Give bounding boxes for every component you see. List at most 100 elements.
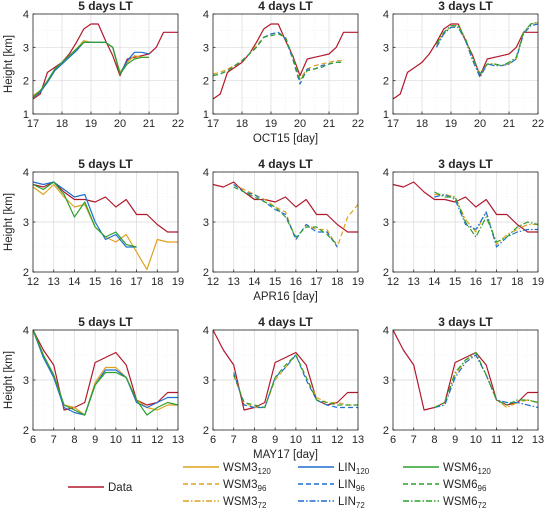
x-tick-label: 20 <box>114 118 126 130</box>
y-tick-label: 3 <box>203 217 209 229</box>
x-tick-label: 14 <box>248 276 260 288</box>
x-tick-label: 22 <box>532 118 544 130</box>
x-tick-label: 19 <box>352 276 364 288</box>
x-tick-label: 13 <box>352 434 364 446</box>
subplot-5: 12 13 14 15 16 17 18 19 2 3 4 4 days LT <box>203 157 364 288</box>
x-tick-label: 20 <box>294 118 306 130</box>
legend-item-wsm3-96: WSM396 <box>183 479 267 493</box>
row-x-axis-label: MAY17 [day] <box>253 449 318 461</box>
series-lin-96 <box>233 184 338 248</box>
series-wsm6-96 <box>212 33 344 82</box>
subplot-6: 12 13 14 15 16 17 18 19 2 3 4 3 days LT <box>383 157 544 288</box>
series-wsm6-120 <box>32 329 179 416</box>
subplot-title: 3 days LT <box>438 157 493 171</box>
subplot-3: 17 18 19 20 21 22 1 2 3 4 3 days LT <box>383 0 544 130</box>
axes-frame <box>32 13 179 115</box>
series-wsm3-96 <box>212 31 344 80</box>
y-tick-label: 3 <box>23 375 29 387</box>
x-tick-label: 15 <box>449 276 461 288</box>
y-tick-label: 4 <box>203 167 209 179</box>
series-wsm6-120 <box>32 41 149 98</box>
x-tick-label: 17 <box>490 276 502 288</box>
series-data <box>212 329 358 411</box>
row-x-axis-label: OCT15 [day] <box>253 133 318 145</box>
x-tick-label: 21 <box>143 118 155 130</box>
x-tick-label: 8 <box>251 434 257 446</box>
x-tick-label: 14 <box>428 276 440 288</box>
y-tick-label: 3 <box>383 42 389 54</box>
legend-item-wsm6-120: WSM6120 <box>403 462 491 476</box>
x-tick-label: 7 <box>411 434 417 446</box>
y-tick-label: 2 <box>383 425 389 437</box>
subplot-title: 5 days LT <box>78 0 133 13</box>
legend-label: WSM372 <box>223 496 267 510</box>
x-tick-label: 17 <box>207 118 219 130</box>
x-tick-label: 13 <box>408 276 420 288</box>
subplot-2: 17 18 19 20 21 22 1 2 3 4 4 days LT <box>203 0 364 130</box>
y-tick-label: 3 <box>203 42 209 54</box>
x-tick-label: 6 <box>390 434 396 446</box>
legend-item-lin-72: LIN72 <box>298 496 365 510</box>
subplot-title: 4 days LT <box>258 315 313 329</box>
series-data <box>212 181 358 233</box>
series-data <box>392 329 538 411</box>
x-tick-label: 7 <box>51 434 57 446</box>
x-tick-label: 11 <box>311 434 322 446</box>
legend-label: WSM672 <box>443 496 487 510</box>
x-tick-label: 12 <box>387 276 399 288</box>
x-tick-label: 22 <box>172 118 184 130</box>
x-tick-label: 19 <box>445 118 457 130</box>
x-tick-label: 20 <box>474 118 486 130</box>
series-lin-120 <box>32 181 137 248</box>
series-lin-96 <box>233 354 358 409</box>
series-data <box>32 329 178 411</box>
series-data <box>392 181 538 233</box>
subplot-title: 5 days LT <box>78 157 133 171</box>
x-tick-label: 12 <box>27 276 39 288</box>
x-tick-label: 8 <box>71 434 77 446</box>
y-tick-label: 2 <box>23 425 29 437</box>
y-tick-label: 1 <box>383 109 389 121</box>
series-data <box>32 23 178 100</box>
y-tick-label: 4 <box>383 167 389 179</box>
x-tick-label: 18 <box>151 276 163 288</box>
y-tick-label: 2 <box>23 76 29 88</box>
x-tick-label: 12 <box>207 276 219 288</box>
y-tick-label: 4 <box>23 9 29 21</box>
x-tick-label: 21 <box>503 118 515 130</box>
subplot-title: 4 days LT <box>258 0 313 13</box>
legend-item-wsm3-120: WSM3120 <box>183 462 271 476</box>
x-tick-label: 18 <box>511 276 523 288</box>
legend-label: LIN120 <box>338 462 370 476</box>
x-tick-label: 19 <box>265 118 277 130</box>
x-tick-label: 9 <box>452 434 458 446</box>
y-tick-label: 1 <box>203 109 209 121</box>
y-tick-label: 3 <box>23 217 29 229</box>
y-tick-label: 1 <box>23 109 29 121</box>
x-tick-label: 7 <box>231 434 237 446</box>
x-tick-label: 6 <box>30 434 36 446</box>
subplot-4: 12 13 14 15 16 17 18 19 2 3 4 5 days LT Height [km] <box>3 157 184 288</box>
x-tick-label: 18 <box>331 276 343 288</box>
x-tick-label: 21 <box>323 118 335 130</box>
x-tick-label: 16 <box>290 276 302 288</box>
x-tick-label: 18 <box>56 118 68 130</box>
series-wsm6-96 <box>233 354 358 409</box>
series-wsm6-72 <box>434 191 539 243</box>
x-tick-label: 8 <box>431 434 437 446</box>
subplot-8: 6 7 8 9 10 11 12 13 2 3 4 4 days LT <box>203 315 364 446</box>
x-tick-label: 11 <box>491 434 502 446</box>
x-tick-label: 18 <box>236 118 248 130</box>
x-tick-label: 19 <box>85 118 97 130</box>
x-tick-label: 10 <box>470 434 482 446</box>
y-tick-label: 4 <box>383 9 389 21</box>
y-tick-label: 2 <box>383 267 389 279</box>
x-tick-label: 17 <box>130 276 142 288</box>
legend-label: Data <box>108 482 133 494</box>
x-tick-label: 19 <box>172 276 184 288</box>
y-tick-label: 3 <box>383 217 389 229</box>
y-axis-label: Height [km] <box>3 351 15 409</box>
series-wsm6-120 <box>32 181 137 248</box>
